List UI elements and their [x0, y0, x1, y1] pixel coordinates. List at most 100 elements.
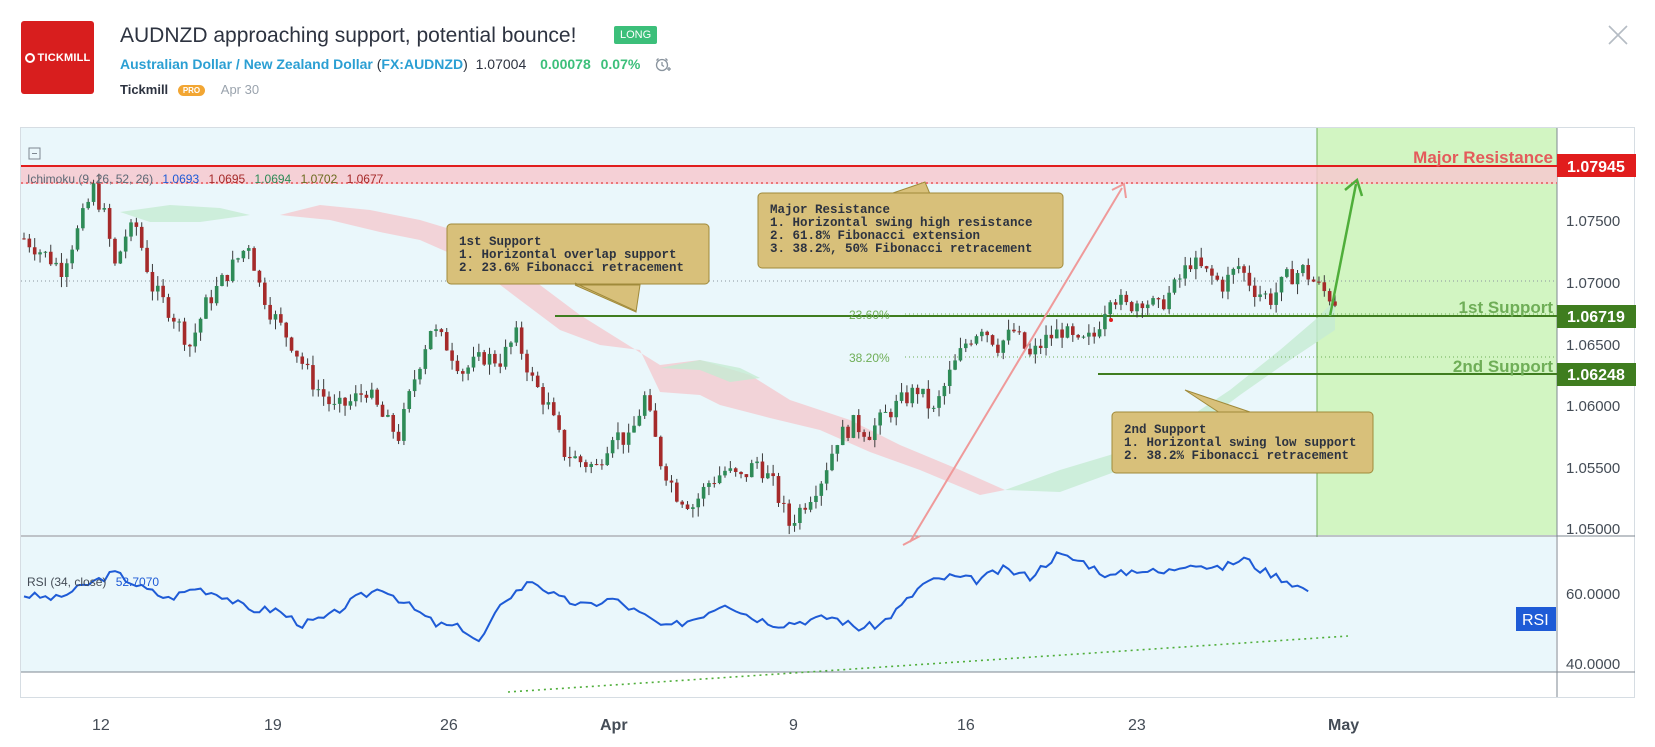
candle-body: [455, 360, 460, 372]
candle-body: [856, 415, 861, 433]
x-tick: May: [1328, 717, 1359, 734]
candle-body: [1001, 340, 1006, 353]
candle-body: [1333, 301, 1337, 306]
close-icon[interactable]: [1607, 24, 1629, 46]
candle-body: [225, 274, 230, 282]
rsi-line: [23, 551, 1309, 643]
candle-body: [691, 507, 695, 509]
author-name[interactable]: Tickmill: [120, 82, 169, 97]
candle-body: [487, 353, 492, 365]
candle-body: [402, 408, 406, 441]
price-change-pct: 0.07%: [600, 56, 641, 73]
candle-body: [246, 248, 251, 251]
candle-body: [305, 363, 310, 366]
svg-text:1.06719: 1.06719: [1567, 309, 1625, 326]
x-tick: 12: [92, 717, 110, 734]
candle-body: [990, 335, 995, 345]
candle-body: [75, 228, 80, 250]
annotation-second-support[interactable]: 2nd Support 1. Horizontal swing low supp…: [1111, 389, 1374, 474]
candle-body: [1017, 331, 1022, 333]
candle-body: [878, 412, 882, 426]
svg-text:3. 38.2%, 50% Fibonacci retrac: 3. 38.2%, 50% Fibonacci retracement: [770, 242, 1033, 256]
candle-body: [1145, 304, 1150, 309]
candle-body: [589, 464, 594, 467]
publish-date: Apr 30: [220, 82, 260, 97]
candle-body: [1226, 274, 1230, 292]
candle-body: [1065, 326, 1070, 338]
candle-body: [97, 183, 101, 210]
x-tick: 23: [1128, 717, 1146, 734]
fib-label-23: 23.60%: [849, 308, 890, 322]
candle-body: [209, 297, 214, 304]
annotation-major-resistance[interactable]: Major Resistance 1. Horizontal swing hig…: [757, 181, 1064, 269]
projection-zone: [1317, 128, 1557, 535]
y-tick: 1.06500: [1566, 337, 1620, 354]
collapse-legend-icon[interactable]: [28, 147, 41, 160]
candle-body: [835, 445, 840, 454]
candle-body: [391, 414, 396, 432]
candle-body: [407, 391, 412, 409]
candle-body: [701, 486, 706, 499]
ichimoku-legend[interactable]: Ichimoku (9, 26, 52, 26) 1.0693 1.0695 1…: [27, 172, 384, 186]
candle-body: [396, 431, 401, 441]
candle-body: [792, 522, 797, 526]
candle-body: [889, 411, 893, 418]
candle-body: [830, 453, 834, 471]
candle-body: [760, 461, 765, 479]
candle-body: [557, 415, 561, 430]
candle-body: [723, 470, 727, 476]
candle-body: [1263, 293, 1268, 295]
x-tick: 16: [957, 717, 975, 734]
x-tick: 9: [789, 717, 798, 734]
candle-body: [1071, 326, 1075, 335]
symbol-code-link[interactable]: FX:AUDNZD: [381, 56, 464, 73]
candle-body: [471, 356, 476, 368]
candle-body: [675, 482, 679, 502]
svg-text:1. Horizontal overlap support: 1. Horizontal overlap support: [459, 248, 677, 262]
svg-text:2. 23.6% Fibonacci retracement: 2. 23.6% Fibonacci retracement: [459, 261, 684, 275]
bounce-arrow: [1328, 183, 1358, 317]
candle-body: [439, 329, 444, 333]
y-tick: 1.05500: [1566, 460, 1620, 477]
candle-body: [562, 429, 567, 457]
candle-body: [321, 389, 326, 397]
candle-body: [1022, 332, 1027, 349]
price-change: 0.00078: [540, 56, 591, 73]
svg-text:1.07945: 1.07945: [1567, 159, 1625, 176]
symbol-name-link[interactable]: Australian Dollar / New Zealand Dollar: [120, 56, 373, 73]
candle-body: [910, 387, 915, 404]
candle-body: [573, 456, 577, 459]
candle-body: [198, 318, 203, 333]
price-axis[interactable]: 1.07500 1.07000 1.06500 1.06000 1.05500 …: [1566, 213, 1620, 538]
annotation-first-support[interactable]: 1st Support 1. Horizontal overlap suppor…: [446, 223, 710, 313]
candle-body: [1274, 292, 1278, 305]
alarm-clock-icon[interactable]: [654, 56, 672, 75]
candle-body: [1097, 329, 1102, 337]
candle-body: [1268, 293, 1273, 305]
candle-body: [840, 426, 845, 446]
rsi-legend[interactable]: RSI (34, close) 52.7070: [27, 575, 159, 589]
candle-body: [182, 321, 187, 345]
candle-body: [59, 262, 64, 277]
candle-body: [1236, 266, 1241, 269]
tickmill-logo[interactable]: TICKMILL: [21, 21, 94, 94]
candle-body: [541, 387, 545, 405]
candle-body: [1258, 294, 1262, 297]
first-support-price-tag: [1557, 305, 1636, 328]
candle-body: [1178, 278, 1182, 280]
candle-body: [525, 353, 529, 373]
candle-body: [551, 402, 556, 416]
rsi-pane[interactable]: [21, 537, 1556, 672]
candle-body: [915, 387, 920, 395]
candle-body: [765, 473, 770, 479]
candle-body: [364, 394, 369, 398]
candle-body: [257, 270, 262, 283]
logo-mark-icon: [24, 52, 35, 63]
candle-body: [1215, 275, 1220, 280]
candle-body: [685, 504, 690, 509]
candle-body: [1135, 303, 1139, 312]
candle-body: [958, 348, 963, 361]
candle-body: [969, 343, 973, 345]
time-axis[interactable]: 12 19 26 Apr 9 16 23 May: [92, 717, 1359, 734]
